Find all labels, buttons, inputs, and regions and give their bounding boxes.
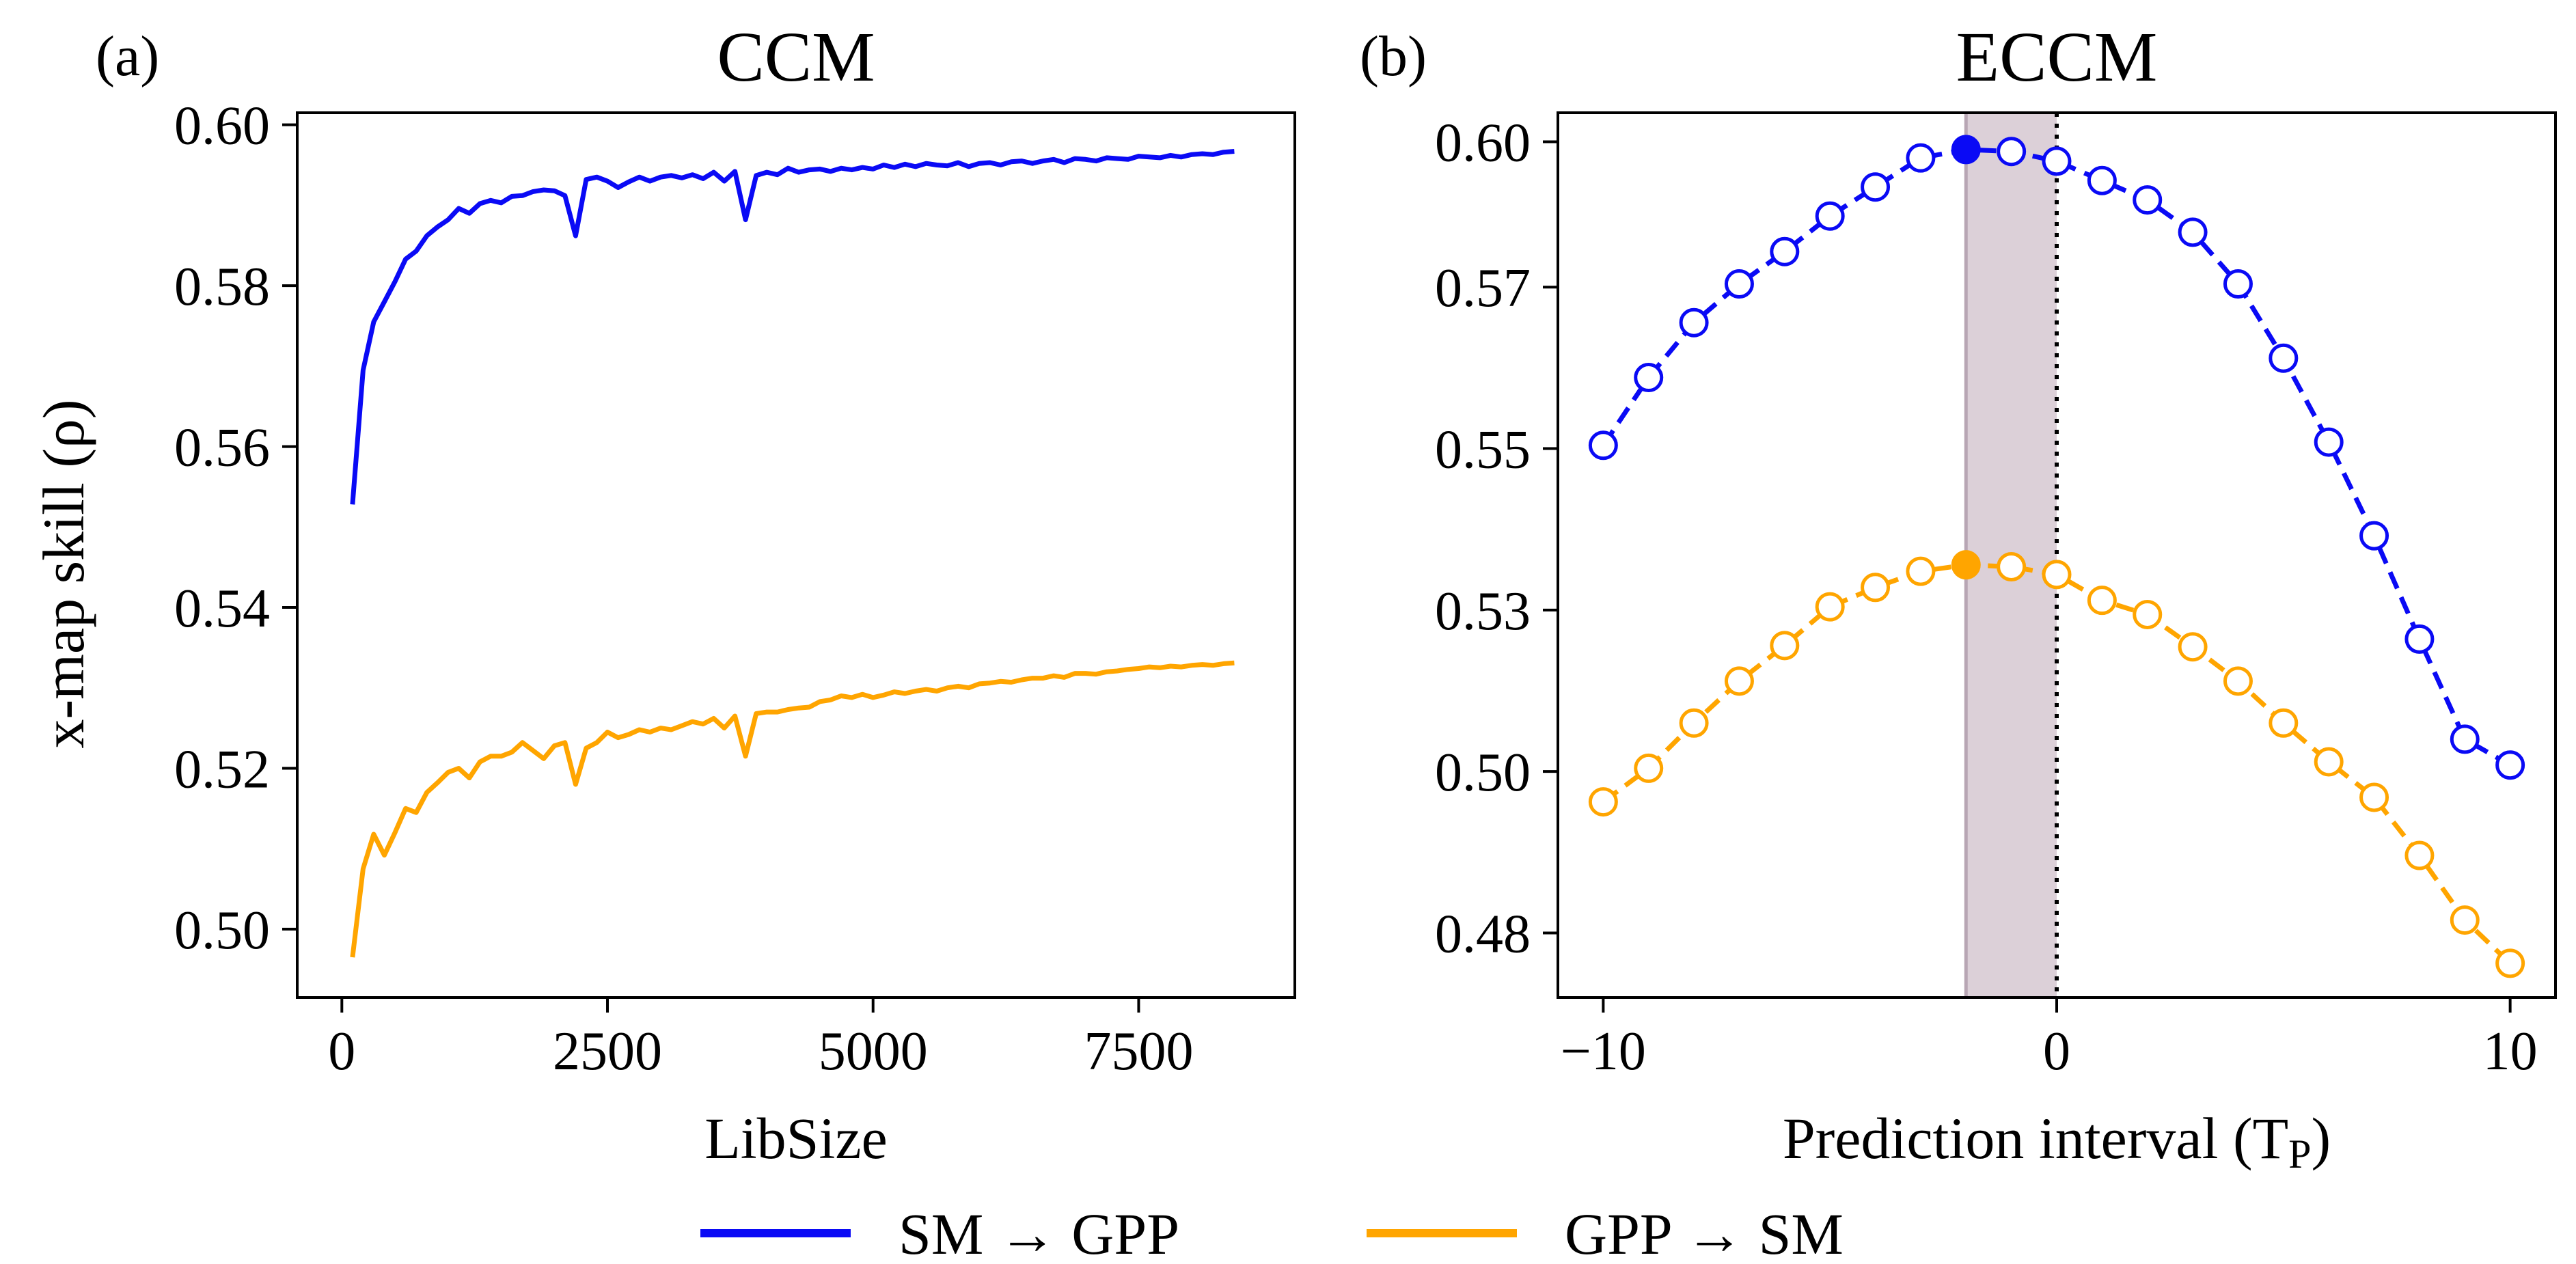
- panel-a-ytick-label: 0.60: [174, 96, 270, 156]
- panel-b-point-1: [2133, 599, 2163, 629]
- panel-b-xlabel-sub: P: [2288, 1131, 2311, 1177]
- panel-a-xtick-label: 7500: [1084, 1021, 1193, 1082]
- panel-b-xlabel: Prediction interval (TP): [1783, 1105, 2331, 1177]
- panel-b-point-1: [2223, 666, 2253, 696]
- panel-b-point-1: [1861, 573, 1891, 603]
- panel-b-peak-point-1: [1951, 550, 1981, 580]
- panel-b-xtick-label: 0: [2043, 1021, 2070, 1082]
- panel-b-point-0: [2223, 269, 2253, 299]
- panel-b-point-0: [1997, 137, 2027, 167]
- panel-b-point-1: [1634, 753, 1664, 783]
- panel-b-point-0: [2314, 427, 2344, 457]
- panel-a-xtick-label: 0: [328, 1021, 355, 1082]
- panel-b-point-1: [1724, 666, 1754, 696]
- panel-b-xlabel-close: ): [2312, 1105, 2331, 1171]
- panel-a-xtick-label: 2500: [553, 1021, 662, 1082]
- panel-a-title: CCM: [717, 18, 875, 96]
- panel-b-point-1: [1815, 592, 1845, 622]
- panel-b-point-0: [1770, 236, 1800, 266]
- panel-b-point-1: [1588, 787, 1618, 817]
- panel-b-plot-frame: [1557, 111, 2557, 999]
- panel-b-point-1: [2178, 632, 2208, 662]
- panel-a-xlabel: LibSize: [704, 1105, 888, 1171]
- panel-a-label: (a): [96, 25, 159, 88]
- panel-a-ytick-label: 0.58: [174, 257, 270, 317]
- panel-a-ylabel: x-map skill (ρ): [31, 399, 96, 748]
- panel-a-series-line-1: [350, 660, 1235, 958]
- panel-a-ytick-label: 0.50: [174, 901, 270, 961]
- panel-b-point-1: [1679, 708, 1709, 738]
- panel-b-point-1: [2042, 560, 2072, 590]
- panel-a-series-line-0: [350, 149, 1235, 505]
- panel-b-point-1: [2269, 708, 2299, 738]
- panel-b-point-0: [2404, 624, 2435, 654]
- panel-b-point-0: [1861, 172, 1891, 202]
- panel-a-xtick-label: 5000: [819, 1021, 928, 1082]
- panel-b-title: ECCM: [1956, 18, 2158, 96]
- panel-b-point-0: [2269, 343, 2299, 373]
- panel-b-point-0: [1906, 143, 1936, 173]
- panel-a-ytick-label: 0.54: [174, 579, 270, 639]
- panel-b-ytick-label: 0.53: [1435, 581, 1531, 642]
- panel-b-ytick-label: 0.50: [1435, 743, 1531, 803]
- panel-b-point-0: [2359, 521, 2389, 551]
- panel-b-point-1: [1906, 556, 1936, 586]
- legend: SM → GPP GPP → SM: [700, 1201, 1844, 1264]
- legend-label-sm-gpp: SM → GPP: [899, 1201, 1179, 1264]
- panel-b-point-1: [2450, 905, 2480, 935]
- panel-b-series-line-0: [1601, 147, 2512, 767]
- panel-b-xlabel-main: Prediction interval (T: [1783, 1105, 2288, 1171]
- panel-b-point-0: [2087, 165, 2117, 195]
- panel-a-ytick-label: 0.56: [174, 418, 270, 478]
- panel-b-ytick-label: 0.57: [1435, 258, 1531, 318]
- panel-a-ytick-label: 0.52: [174, 739, 270, 799]
- panel-b-label: (b): [1360, 25, 1427, 88]
- panel-b-ytick-label: 0.60: [1435, 113, 1531, 174]
- panel-b-point-1: [2087, 586, 2117, 616]
- panel-b-point-0: [2133, 185, 2163, 215]
- panel-b-point-0: [2178, 217, 2208, 247]
- panel-b-peak-point-0: [1951, 135, 1981, 165]
- panel-b-ytick-label: 0.48: [1435, 904, 1531, 964]
- panel-b-eccm: (b) ECCM Prediction interval (TP) −10 0 10…: [1360, 18, 2557, 1177]
- panel-b-xtick-label: 10: [2483, 1021, 2538, 1082]
- panel-b-point-0: [1815, 201, 1845, 231]
- panel-a-plot-frame: [296, 111, 1296, 999]
- legend-label-gpp-sm: GPP → SM: [1565, 1201, 1844, 1264]
- panel-b-point-0: [2042, 146, 2072, 176]
- panel-b-xtick-label: −10: [1561, 1021, 1646, 1082]
- panel-b-point-1: [2495, 948, 2525, 978]
- panel-b-point-1: [1997, 552, 2027, 582]
- panel-b-point-1: [1770, 631, 1800, 661]
- panel-b-point-1: [2359, 782, 2389, 812]
- panel-b-point-0: [1724, 269, 1754, 299]
- panel-b-point-0: [2450, 724, 2480, 754]
- panel-b-ytick-label: 0.55: [1435, 420, 1531, 480]
- panel-b-point-1: [2314, 747, 2344, 777]
- panel-b-point-0: [1588, 430, 1618, 461]
- panel-b-point-0: [1679, 307, 1709, 338]
- panel-b-point-0: [2495, 750, 2525, 780]
- panel-b-point-1: [2404, 840, 2435, 870]
- panel-a-ccm: (a) CCM x-map skill (ρ) LibSize 0 2500 500…: [31, 18, 1296, 1171]
- panel-b-point-0: [1634, 363, 1664, 393]
